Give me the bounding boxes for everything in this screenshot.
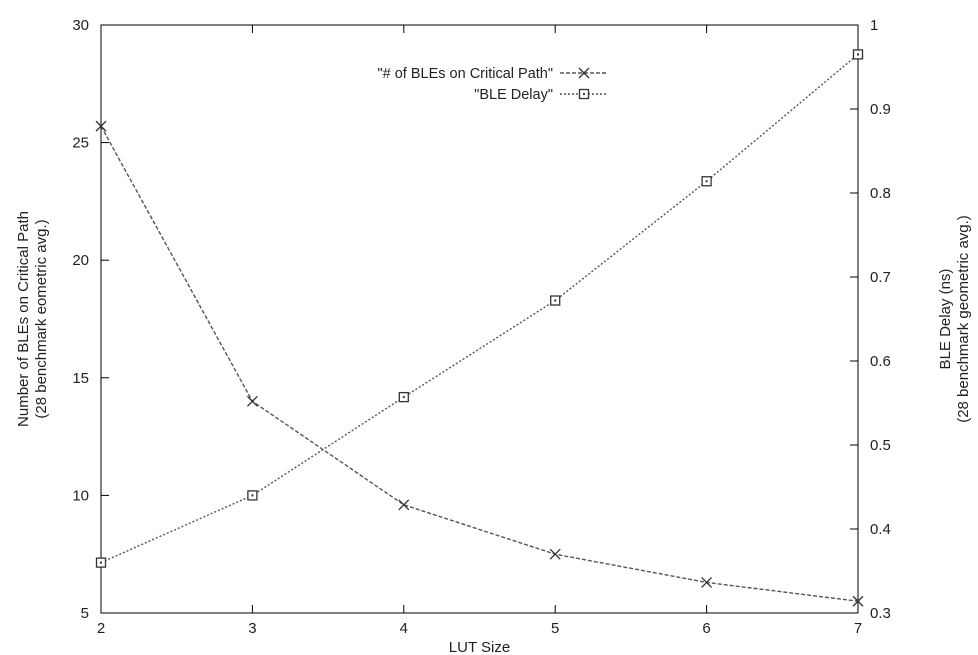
series-1-point: [398, 499, 410, 511]
y-left-tick-label: 15: [72, 370, 89, 387]
series-line-2: [100, 53, 859, 564]
y-left-tick-label: 20: [72, 252, 89, 269]
legend-label: "BLE Delay": [474, 87, 553, 103]
y-right-tick-label: 0.6: [870, 353, 891, 370]
series-2-point-dot: [857, 53, 859, 56]
y-left-axis-title-line: (28 benchmark eometric avg.): [33, 219, 50, 418]
x-tick-label: 6: [702, 620, 710, 637]
y-right-axis-title-line: BLE Delay (ns): [937, 269, 954, 370]
y-left-axis-title: Number of BLEs on Critical Path (28 bench…: [15, 211, 50, 427]
y-left-tick-label: 30: [72, 17, 89, 34]
y-left-tick-label: 10: [72, 487, 89, 504]
series-1-point: [95, 120, 107, 132]
x-tick-label: 2: [97, 620, 105, 637]
series-1-point: [852, 595, 864, 607]
y-right-axis-title: BLE Delay (ns) (28 benchmark geometric av…: [937, 215, 972, 423]
series-2-point-dot: [554, 299, 557, 302]
series-1-point: [549, 548, 561, 560]
y-left-axis-title-line: Number of BLEs on Critical Path: [15, 211, 32, 427]
y-right-axis-title-line: (28 benchmark geometric avg.): [955, 215, 972, 423]
legend-marker: [578, 67, 590, 79]
y-right-tick-label: 0.3: [870, 605, 891, 622]
y-right-tick-label: 0.5: [870, 437, 891, 454]
y-right-tick-label: 0.7: [870, 269, 891, 286]
series-2-point-dot: [705, 180, 708, 183]
series-1-point: [246, 395, 258, 407]
x-tick-label: 7: [854, 620, 862, 637]
y-right-tick-label: 0.4: [870, 521, 891, 538]
series-2-point-dot: [402, 396, 405, 399]
series-2-point-dot: [251, 494, 254, 497]
series-2-point-dot: [100, 561, 102, 564]
plot-frame: [100, 24, 859, 614]
y-right-tick-label: 0.9: [870, 101, 891, 118]
y-right-tick-label: 0.8: [870, 185, 891, 202]
legend-marker-dot: [583, 93, 585, 95]
y-left-tick-label: 5: [81, 605, 89, 622]
x-tick-label: 4: [400, 620, 408, 637]
series-line-1: [100, 125, 859, 602]
x-axis-title: LUT Size: [449, 639, 510, 655]
y-left-tick-label: 25: [72, 135, 89, 152]
y-right-tick-label: 1: [870, 17, 878, 34]
series-1-point: [701, 576, 713, 588]
legend-label: "# of BLEs on Critical Path": [377, 66, 553, 82]
x-tick-label: 5: [551, 620, 559, 637]
x-tick-label: 3: [248, 620, 256, 637]
